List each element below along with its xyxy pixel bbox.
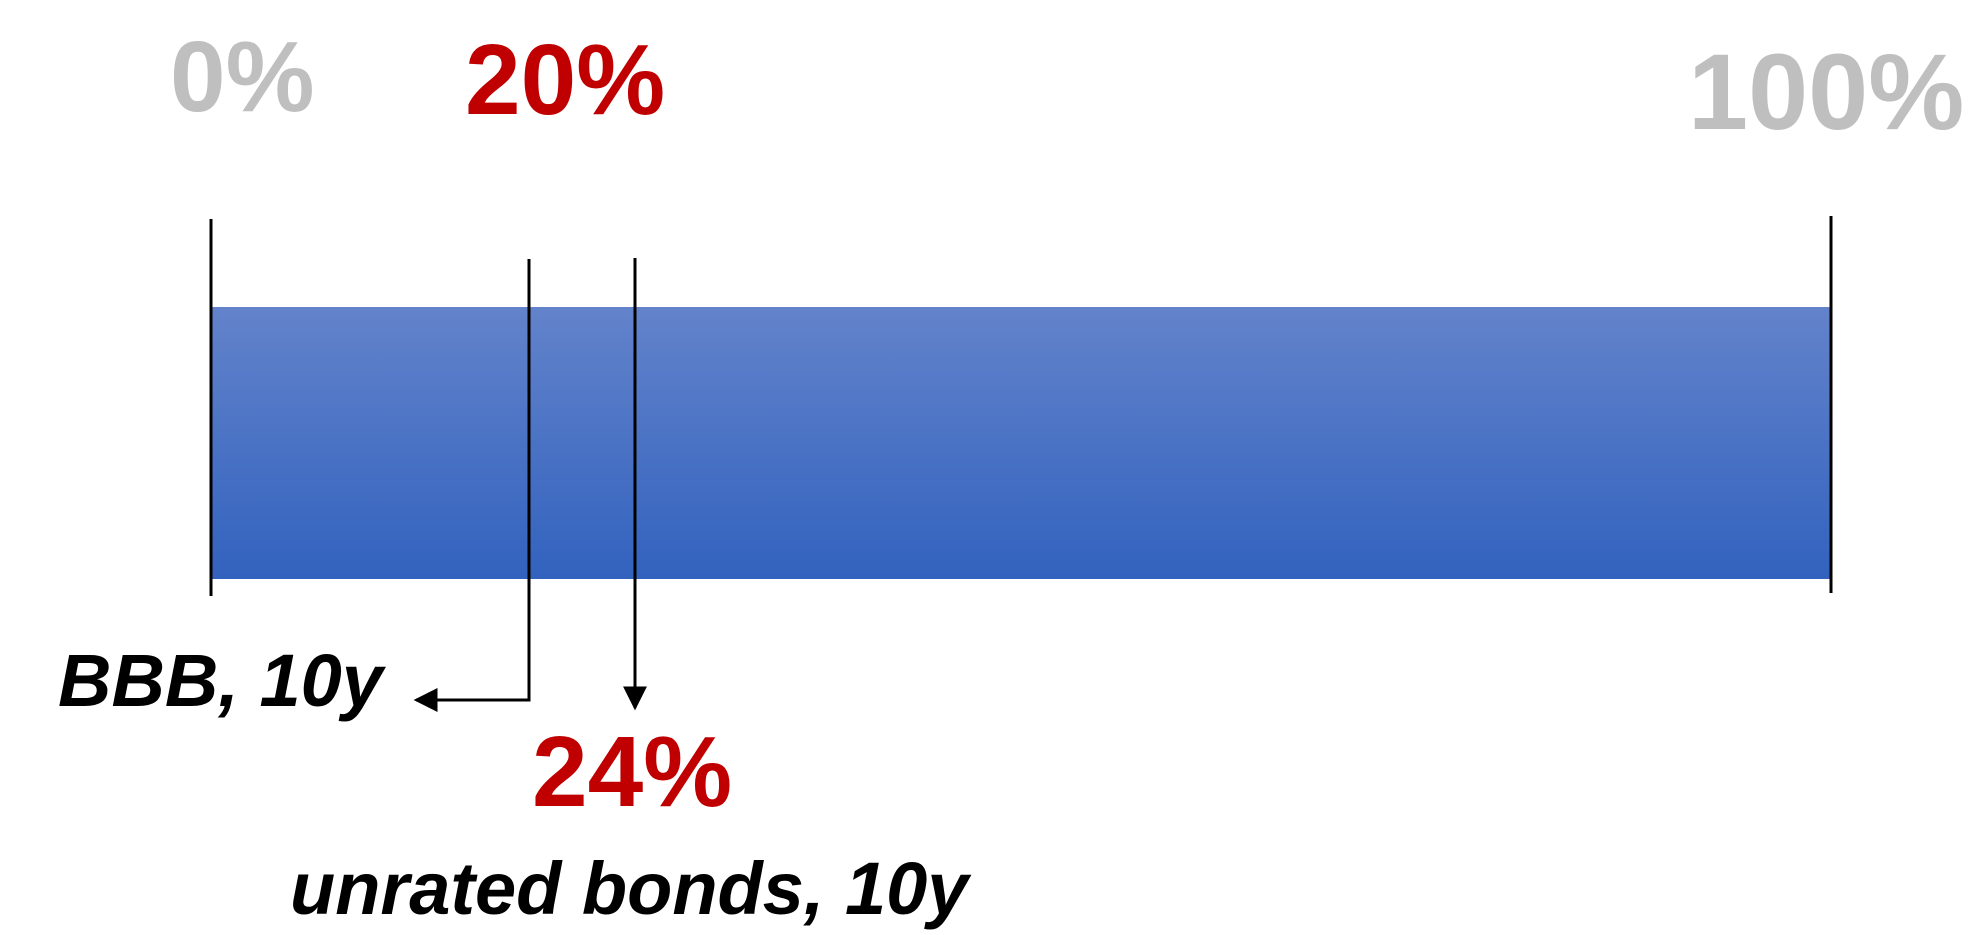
bbb-value-label: 20% [465,24,666,136]
scale-bar [211,307,1831,579]
scale-max-label: 100% [1688,31,1965,152]
bbb-marker-line [413,259,531,712]
unrated-value-label: 24% [532,716,733,828]
bbb-description-label: BBB, 10y [58,639,383,722]
unrated-description-label: unrated bonds, 10y [290,847,969,930]
scale-min-label: 0% [170,21,315,133]
